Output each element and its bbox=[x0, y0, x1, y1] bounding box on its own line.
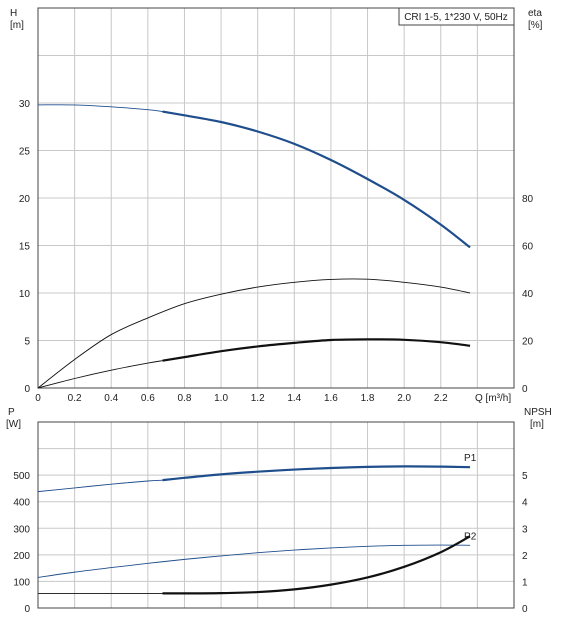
top-left-y-tick-label: 30 bbox=[19, 99, 31, 110]
bottom-left-y-tick-label: 100 bbox=[13, 577, 30, 588]
series-labels: P1 P2 bbox=[464, 453, 477, 542]
top-right-y-tick-label: 40 bbox=[522, 289, 534, 300]
bottom-right-y-tick-label: 3 bbox=[522, 524, 528, 535]
x-tick-label: 1.6 bbox=[324, 393, 338, 404]
x-axis-label: Q [m³/h] bbox=[475, 393, 511, 404]
x-tick-label: 1.0 bbox=[214, 393, 228, 404]
top-left-y-tick-label: 0 bbox=[24, 384, 30, 395]
top-right-y-tick-label: 0 bbox=[522, 384, 528, 395]
bottom-plot-frame bbox=[37, 421, 515, 609]
bottom-left-y-tick-label: 400 bbox=[13, 498, 30, 509]
top-right-y-tick-label: 20 bbox=[522, 337, 534, 348]
top-head-curve-thin bbox=[37, 104, 163, 112]
x-tick-label: 0.6 bbox=[141, 393, 155, 404]
bottom-right-y-tick-label: 5 bbox=[522, 471, 528, 482]
top-left-y-tick-label: 15 bbox=[19, 242, 31, 253]
top-head-curve-thick bbox=[162, 110, 471, 249]
x-tick-label: 0 bbox=[35, 393, 41, 404]
top-grid bbox=[38, 8, 514, 388]
x-tick-label: 1.8 bbox=[361, 393, 375, 404]
title-box bbox=[398, 7, 515, 26]
top-right-axis-label-line2: [%] bbox=[528, 20, 543, 31]
top-plot-frame bbox=[37, 7, 515, 389]
x-tick-label: 1.2 bbox=[251, 393, 265, 404]
top-left-y-tick-label: 20 bbox=[19, 194, 31, 205]
top-efficiency-inner-curve-thick bbox=[162, 338, 471, 362]
bottom-npsh-curve-thick bbox=[162, 535, 471, 595]
top-right-y-tick-label: 80 bbox=[522, 194, 534, 205]
bottom-right-axis-label-line2: [m] bbox=[530, 419, 544, 430]
tick-labels: 0 0.2 0.4 0.6 0.8 1.0 1.2 1.4 1.6 1.8 2.0 2.2051015… bbox=[13, 99, 533, 615]
bottom-left-y-tick-label: 0 bbox=[24, 604, 30, 615]
bottom-left-y-tick-label: 200 bbox=[13, 551, 30, 562]
top-left-y-tick-label: 5 bbox=[24, 337, 30, 348]
top-efficiency-outer-curve-thin bbox=[37, 278, 471, 389]
bottom-right-y-tick-label: 0 bbox=[522, 604, 528, 615]
top-left-axis-label-line1: H bbox=[10, 8, 17, 19]
data-series bbox=[37, 104, 471, 595]
x-tick-label: 0.2 bbox=[68, 393, 82, 404]
top-left-y-tick-label: 10 bbox=[19, 289, 31, 300]
bottom-left-y-tick-label: 300 bbox=[13, 524, 30, 535]
bottom-p2-curve-thin bbox=[37, 544, 471, 578]
x-tick-label: 0.8 bbox=[178, 393, 192, 404]
bottom-right-y-tick-label: 1 bbox=[522, 577, 528, 588]
series-label-p2: P2 bbox=[464, 531, 477, 542]
top-right-y-tick-label: 60 bbox=[522, 242, 534, 253]
x-tick-label: 0.4 bbox=[104, 393, 118, 404]
bottom-grid bbox=[38, 422, 514, 608]
bottom-left-axis-label-line1: P bbox=[8, 407, 15, 418]
bottom-right-y-tick-label: 2 bbox=[522, 551, 528, 562]
top-left-axis-label-line2: [m] bbox=[10, 20, 24, 31]
top-efficiency-inner-curve-thin bbox=[37, 360, 163, 389]
bottom-p1-curve-thin bbox=[37, 479, 163, 493]
bottom-left-y-tick-label: 500 bbox=[13, 471, 30, 482]
x-tick-label: 2.0 bbox=[397, 393, 411, 404]
x-tick-label: 2.2 bbox=[434, 393, 448, 404]
top-right-axis-label-line1: eta bbox=[528, 8, 542, 19]
series-label-p1: P1 bbox=[464, 453, 477, 464]
bottom-right-y-tick-label: 4 bbox=[522, 498, 528, 509]
bottom-p1-curve-thick bbox=[162, 465, 471, 482]
bottom-right-axis-label-line1: NPSH bbox=[524, 407, 552, 418]
top-left-y-tick-label: 25 bbox=[19, 147, 31, 158]
x-tick-label: 1.4 bbox=[287, 393, 301, 404]
bottom-left-axis-label-line2: [W] bbox=[6, 419, 21, 430]
chart-title: CRI 1-5, 1*230 V, 50Hz bbox=[404, 12, 508, 23]
